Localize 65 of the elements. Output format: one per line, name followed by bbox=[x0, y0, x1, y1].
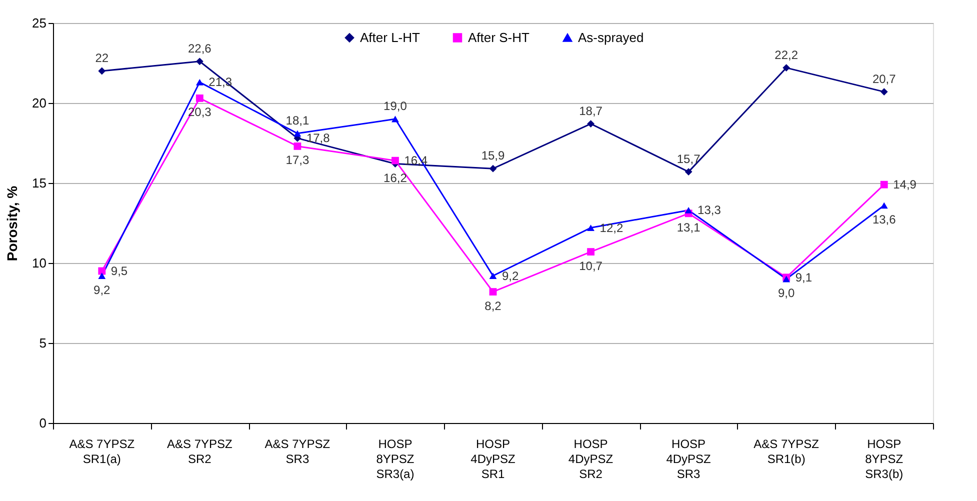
data-label: 14,9 bbox=[893, 178, 917, 192]
data-label: 10,7 bbox=[579, 258, 603, 273]
point bbox=[880, 88, 888, 96]
point bbox=[684, 168, 692, 176]
data-label: 15,9 bbox=[481, 148, 505, 163]
x-tick-label: HOSP 8YPSZ SR3(a) bbox=[376, 437, 414, 481]
point bbox=[587, 224, 594, 232]
data-label: 9,5 bbox=[110, 264, 128, 278]
data-label: 19,0 bbox=[384, 99, 408, 113]
point bbox=[98, 67, 106, 75]
data-label: 9,1 bbox=[795, 270, 812, 284]
data-label: 17,8 bbox=[306, 131, 330, 146]
point bbox=[294, 130, 302, 137]
data-label: 13,1 bbox=[676, 220, 701, 234]
data-label: 9,0 bbox=[778, 286, 795, 300]
data-label: 8,2 bbox=[484, 298, 502, 313]
legend-label: After S-HT bbox=[468, 30, 530, 45]
data-label: 13,3 bbox=[698, 203, 722, 218]
data-label: 18,7 bbox=[579, 104, 603, 118]
point bbox=[587, 248, 594, 256]
y-axis-title: Porosity, % bbox=[4, 185, 20, 262]
data-label: 9,2 bbox=[94, 282, 111, 297]
point bbox=[489, 272, 497, 280]
data-label: 22,2 bbox=[774, 48, 798, 62]
point bbox=[196, 58, 204, 66]
x-tick-label: A&S 7YPSZ SR1(b) bbox=[754, 437, 820, 466]
point bbox=[489, 288, 497, 296]
legend-label: As-sprayed bbox=[578, 30, 644, 45]
point bbox=[392, 156, 399, 164]
point bbox=[294, 142, 302, 150]
x-tick-label: HOSP 4DyPSZ SR3 bbox=[666, 437, 711, 481]
data-label: 17,3 bbox=[286, 153, 310, 168]
y-tick-label: 20 bbox=[32, 96, 46, 110]
point bbox=[880, 180, 888, 188]
y-tick-label: 15 bbox=[32, 176, 46, 190]
point bbox=[587, 120, 594, 128]
x-tick-label: A&S 7YPSZ SR3 bbox=[264, 437, 330, 466]
point bbox=[684, 206, 692, 214]
data-label: 20,7 bbox=[872, 72, 896, 86]
data-label: 12,2 bbox=[600, 220, 624, 235]
point bbox=[98, 272, 106, 280]
data-label: 9,2 bbox=[502, 268, 520, 283]
point bbox=[98, 267, 106, 275]
y-tick-label: 25 bbox=[32, 16, 46, 30]
data-label: 22,6 bbox=[188, 41, 212, 56]
y-tick-label: 10 bbox=[32, 256, 46, 270]
point bbox=[196, 94, 204, 102]
legend-label: After L-HT bbox=[360, 30, 420, 45]
data-label: 13,6 bbox=[872, 212, 896, 226]
point bbox=[880, 202, 888, 209]
data-label: 15,7 bbox=[676, 152, 701, 166]
data-label: 22 bbox=[95, 51, 109, 65]
data-label: 18,1 bbox=[286, 113, 310, 128]
x-tick-label: HOSP 4DyPSZ SR1 bbox=[470, 437, 516, 481]
x-tick-label: A&S 7YPSZ SR2 bbox=[166, 437, 232, 466]
y-tick-label: 0 bbox=[39, 416, 46, 430]
point bbox=[392, 116, 399, 122]
x-tick-label: HOSP 8YPSZ SR3(b) bbox=[865, 437, 904, 481]
point bbox=[489, 164, 497, 172]
x-tick-label: A&S 7YPSZ SR1(a) bbox=[69, 437, 135, 466]
y-tick-label: 5 bbox=[39, 336, 46, 350]
data-label: 16,2 bbox=[384, 170, 408, 185]
x-tick-label: HOSP 4DyPSZ SR2 bbox=[568, 437, 614, 481]
point bbox=[196, 78, 204, 86]
point bbox=[782, 64, 790, 72]
